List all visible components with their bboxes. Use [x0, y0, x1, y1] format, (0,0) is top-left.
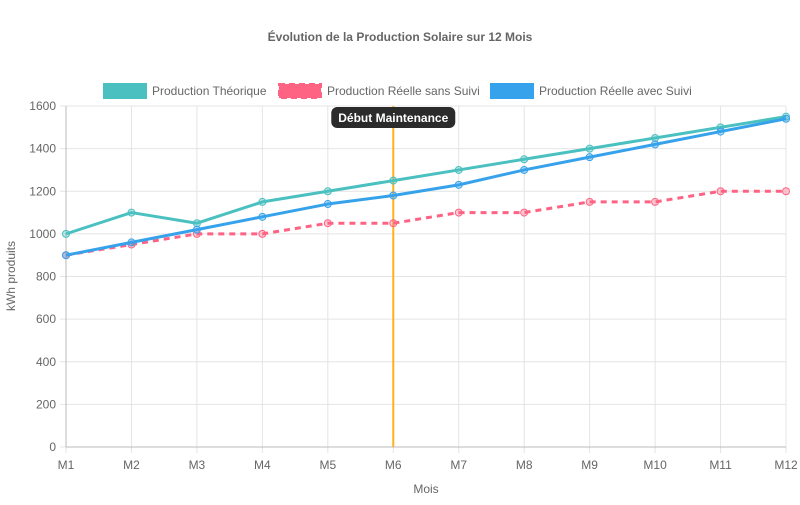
series-line — [65, 189, 786, 257]
data-point — [585, 144, 594, 153]
data-point — [323, 200, 332, 209]
data-point — [258, 212, 267, 221]
data-point — [258, 229, 267, 238]
x-tick-label: M11 — [709, 458, 732, 472]
data-point — [323, 187, 332, 196]
chart-title: Évolution de la Production Solaire sur 1… — [268, 29, 533, 44]
data-point — [323, 219, 332, 228]
y-tick-label: 1200 — [29, 184, 56, 198]
x-axis-label: Mois — [413, 482, 438, 496]
x-tick-label: M6 — [385, 458, 402, 472]
y-tick-label: 800 — [36, 270, 56, 284]
x-tick-label: M7 — [450, 458, 467, 472]
legend-swatch — [490, 83, 534, 99]
annotation-label-box — [331, 107, 456, 128]
x-tick-label: M1 — [58, 458, 75, 472]
data-point — [520, 165, 529, 174]
x-tick-label: M3 — [189, 458, 206, 472]
data-point — [520, 208, 529, 217]
y-axis-label: kWh produits — [4, 241, 18, 311]
x-tick-label: M9 — [581, 458, 598, 472]
series-1 — [62, 112, 790, 238]
data-point — [651, 133, 660, 142]
data-point — [782, 114, 790, 123]
y-tick-label: 1000 — [29, 227, 56, 241]
x-tick-label: M2 — [123, 458, 140, 472]
series-3 — [62, 114, 790, 260]
data-point — [62, 229, 70, 238]
data-point — [520, 155, 529, 164]
axes: 0 200 400 600 800 1000 1200 1400 1600 M1 M2 M3 M4 M5 M… — [29, 99, 798, 472]
y-tick-label: 200 — [36, 397, 56, 411]
data-point — [389, 219, 398, 228]
series-group — [62, 112, 790, 260]
data-point — [716, 127, 725, 136]
series-line — [65, 117, 787, 257]
x-tick-label: M10 — [643, 458, 667, 472]
data-point — [127, 238, 136, 247]
y-tick-label: 400 — [36, 355, 56, 369]
x-tick-label: M8 — [516, 458, 533, 472]
y-tick-label: 1600 — [29, 99, 56, 113]
data-point — [585, 197, 594, 206]
data-point — [651, 197, 660, 206]
series-line — [65, 115, 787, 236]
x-tick-label: M5 — [319, 458, 336, 472]
data-point — [454, 165, 463, 174]
data-point — [454, 208, 463, 217]
legend-label: Production Réelle sans Suivi — [327, 84, 480, 98]
legend: Production Théorique Production Réelle sa… — [103, 83, 692, 99]
y-tick-label: 0 — [49, 440, 56, 454]
grid — [60, 105, 787, 453]
y-tick-label: 600 — [36, 312, 56, 326]
data-point — [192, 225, 201, 234]
annotation-label: Début Maintenance — [338, 111, 448, 125]
y-tick-label: 1400 — [29, 142, 56, 156]
data-point — [651, 140, 660, 149]
legend-swatch — [103, 83, 147, 99]
legend-swatch — [278, 83, 322, 99]
legend-label: Production Théorique — [152, 84, 267, 98]
data-point — [389, 176, 398, 185]
data-point — [62, 251, 70, 260]
x-tick-label: M4 — [254, 458, 271, 472]
data-point — [127, 208, 136, 217]
annotation: Début Maintenance — [331, 106, 456, 447]
data-point — [585, 153, 594, 162]
legend-label: Production Réelle avec Suivi — [539, 84, 692, 98]
data-point — [716, 187, 725, 196]
data-point — [782, 187, 790, 196]
x-tick-label: M12 — [774, 458, 798, 472]
data-point — [192, 219, 201, 228]
data-point — [258, 197, 267, 206]
data-point — [389, 191, 398, 200]
data-point — [454, 180, 463, 189]
series-2 — [62, 187, 790, 260]
